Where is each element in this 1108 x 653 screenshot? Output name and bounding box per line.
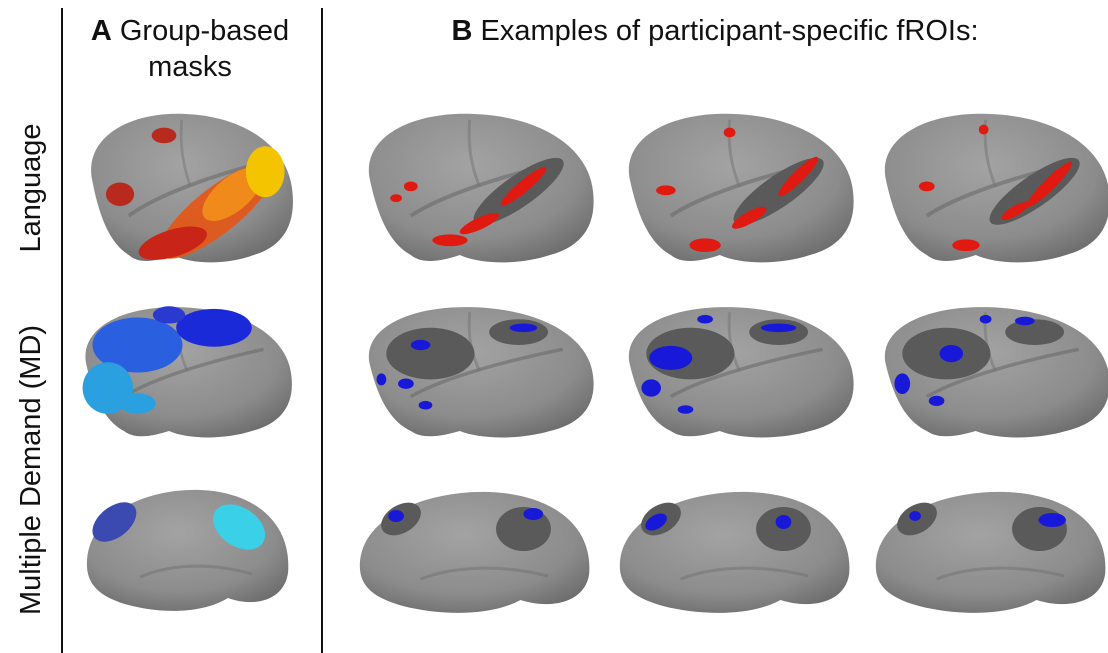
row-label: Language xyxy=(15,123,47,252)
brain-language-individual xyxy=(366,111,1108,265)
panel-title: Group-based xyxy=(120,15,289,47)
brain-md-medial-individual xyxy=(358,490,1107,615)
panel-label: B xyxy=(451,15,472,47)
panel-label: A xyxy=(91,15,112,47)
panel-title: masks xyxy=(148,51,232,83)
brain-md-medial-group xyxy=(85,488,290,613)
brain-md-group xyxy=(82,305,294,440)
panel-title: Examples of participant-specific fROIs: xyxy=(481,15,979,47)
panel-b-heading: B Examples of participant-specific fROIs… xyxy=(451,15,978,47)
row-label: Multiple Demand (MD) xyxy=(15,325,47,615)
brain-language-group xyxy=(89,111,295,265)
panel-a-heading: A Group-based xyxy=(91,15,289,47)
brain-md-individual xyxy=(366,305,1108,440)
